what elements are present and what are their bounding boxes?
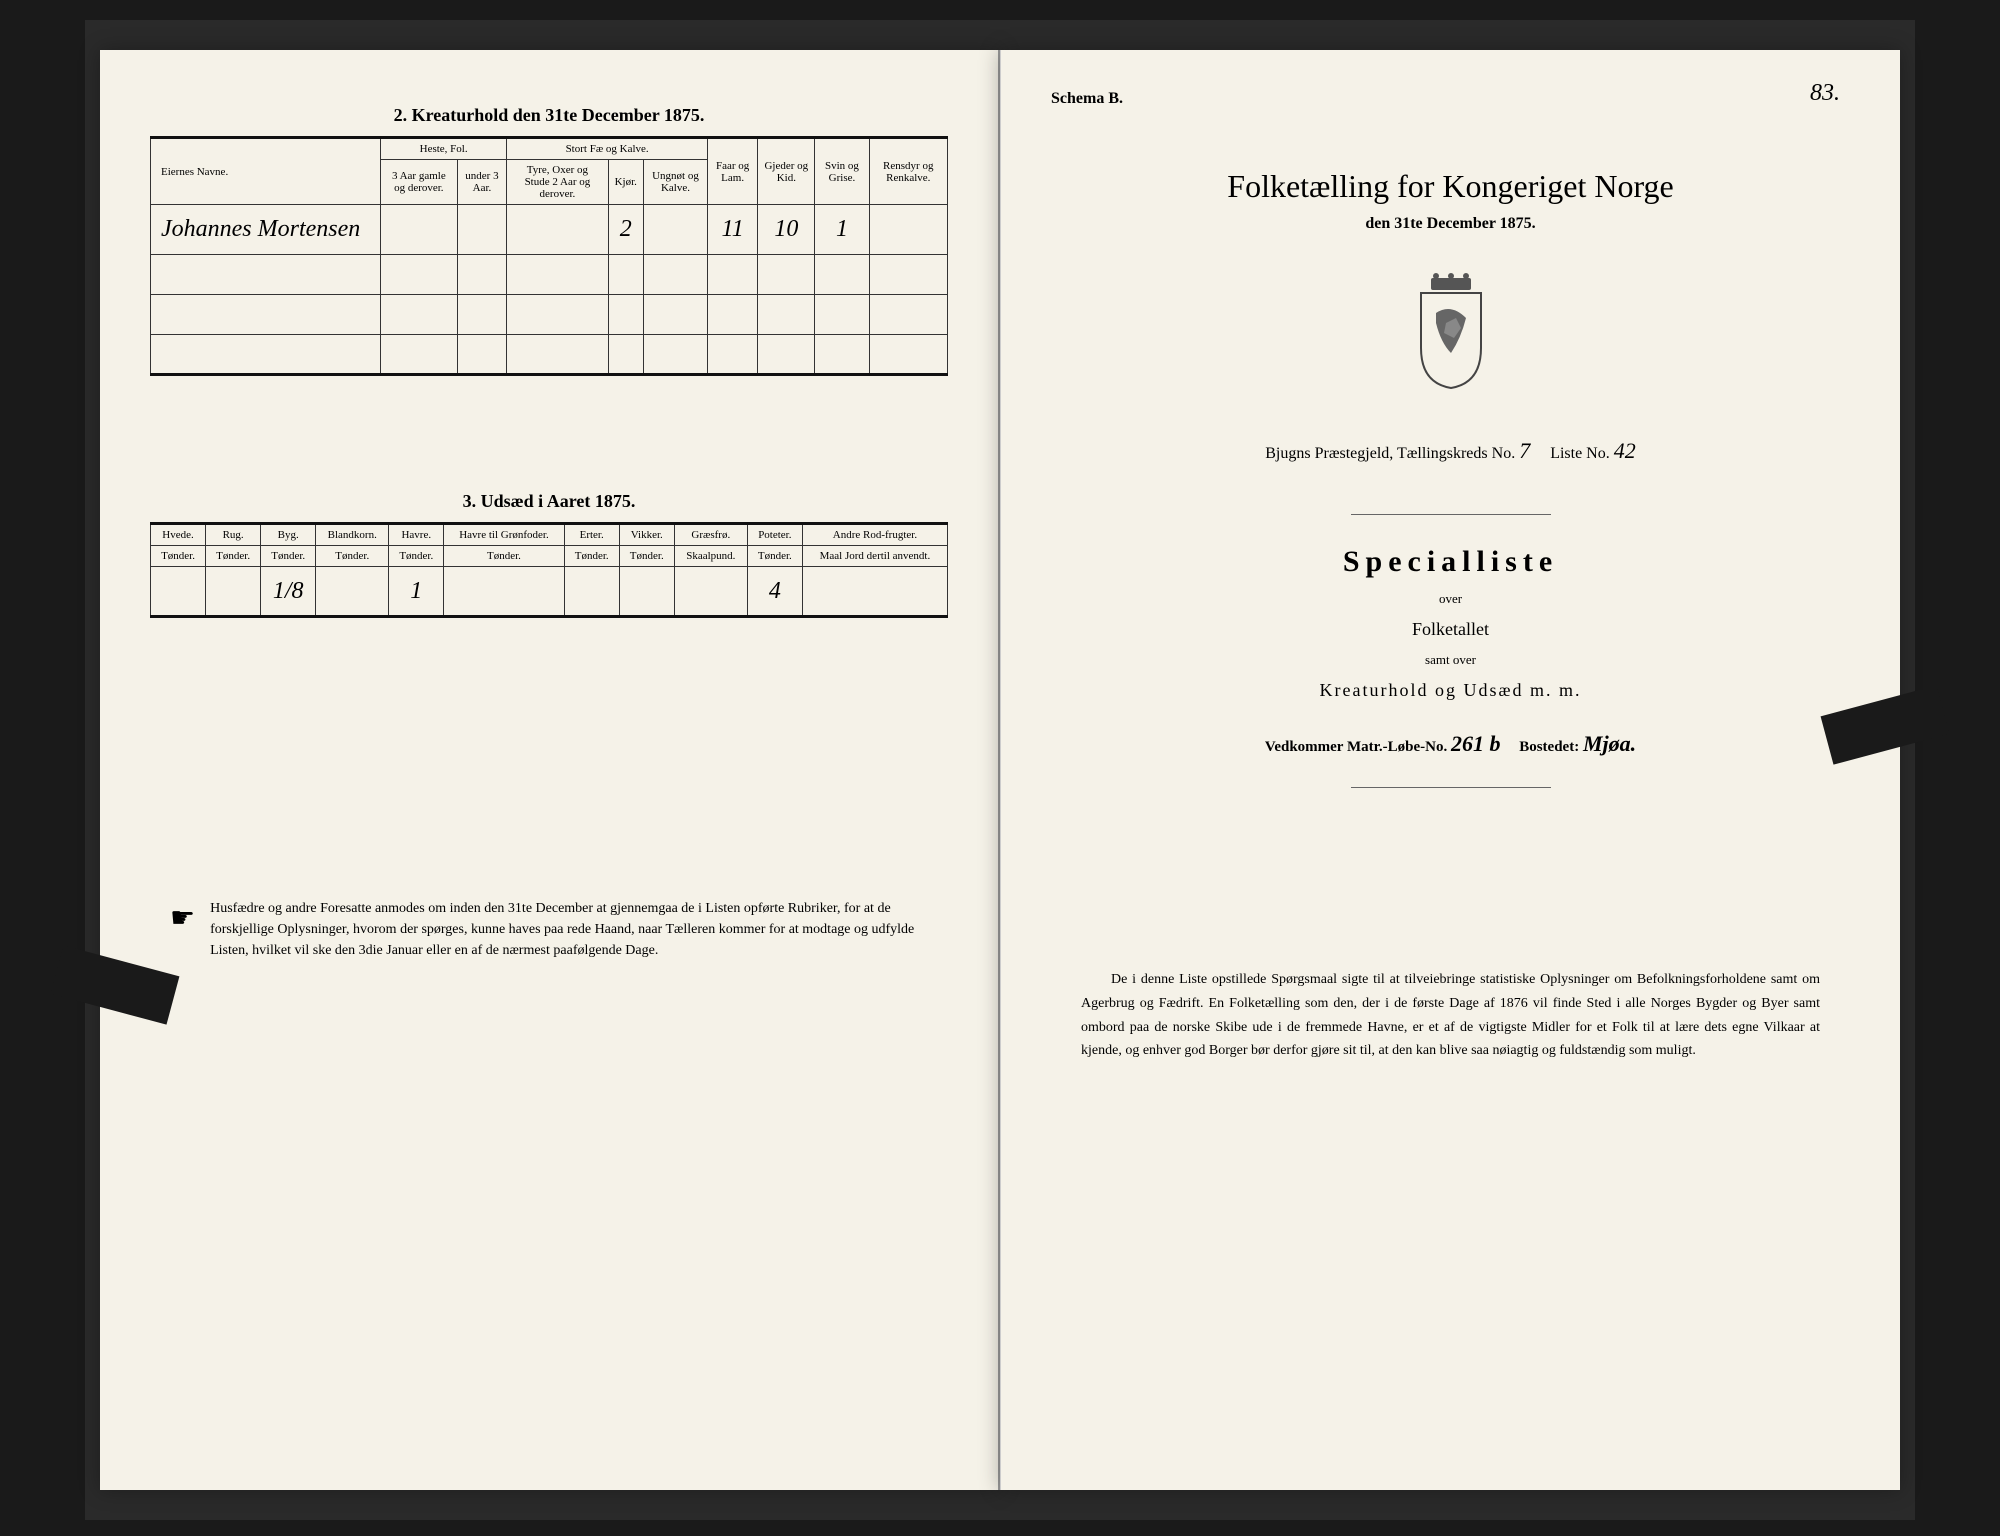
cell-svin: 1: [815, 205, 869, 255]
kreatur-line: Kreaturhold og Udsæd m. m.: [1051, 680, 1850, 701]
liste-no: 42: [1614, 438, 1636, 463]
cell-gjeder: 10: [758, 205, 815, 255]
right-page: 83. Schema B. Folketælling for Kongerige…: [1000, 50, 1900, 1490]
main-title: Folketælling for Kongeriget Norge: [1051, 168, 1850, 205]
cell-name: Johannes Mortensen: [151, 205, 381, 255]
liste-label: Liste No.: [1550, 445, 1610, 462]
unit: Skaalpund.: [674, 546, 747, 567]
kreaturhold-table: Eiernes Navne. Heste, Fol. Stort Fæ og K…: [150, 136, 948, 376]
sub-date: den 31te December 1875.: [1051, 215, 1850, 233]
bostedet-label: Bostedet:: [1519, 739, 1579, 755]
cell-empty: [381, 205, 458, 255]
matr-no: 261 b: [1451, 731, 1501, 756]
col-vikker: Vikker.: [619, 524, 674, 546]
folketallet-label: Folketallet: [1051, 619, 1850, 640]
cell-empty: [151, 567, 206, 617]
unit: Tønder.: [564, 546, 619, 567]
col-heste2: under 3 Aar.: [457, 160, 507, 205]
left-footnote: ☛ Husfædre og andre Foresatte anmodes om…: [150, 898, 948, 961]
samt-over-label: samt over: [1051, 652, 1850, 668]
unit: Tønder.: [206, 546, 261, 567]
bostedet-value: Mjøa.: [1583, 731, 1636, 756]
vedkommer-label: Vedkommer Matr.-Løbe-No.: [1265, 739, 1447, 755]
col-poteter: Poteter.: [747, 524, 802, 546]
col-svin: Svin og Grise.: [815, 138, 869, 205]
coat-of-arms-icon: [1051, 273, 1850, 398]
unit: Tønder.: [389, 546, 444, 567]
footnote-text: Husfædre og andre Foresatte anmodes om i…: [210, 898, 928, 961]
col-erter: Erter.: [564, 524, 619, 546]
col-faar: Faar og Lam.: [708, 138, 758, 205]
unit: Tønder.: [444, 546, 564, 567]
section2-title: 2. Kreaturhold den 31te December 1875.: [150, 105, 948, 126]
pointing-hand-icon: ☛: [170, 898, 195, 961]
col-graesfro: Græsfrø.: [674, 524, 747, 546]
parish-no: 7: [1519, 438, 1530, 463]
col-heste: Heste, Fol.: [381, 138, 507, 160]
unit: Tønder.: [747, 546, 802, 567]
book-spread: 2. Kreaturhold den 31te December 1875. E…: [85, 20, 1915, 1520]
col-stort3: Ungnøt og Kalve.: [643, 160, 707, 205]
vedkommer-line: Vedkommer Matr.-Løbe-No. 261 b Bostedet:…: [1051, 731, 1850, 757]
unit: Tønder.: [619, 546, 674, 567]
section3-title: 3. Udsæd i Aaret 1875.: [150, 491, 948, 512]
col-havretil: Havre til Grønfoder.: [444, 524, 564, 546]
cell-havre: 1: [389, 567, 444, 617]
cell-empty: [564, 567, 619, 617]
schema-label: Schema B.: [1051, 90, 1850, 108]
divider: [1351, 787, 1551, 788]
cell-empty: [674, 567, 747, 617]
unit: Maal Jord dertil anvendt.: [802, 546, 947, 567]
cell-empty: [206, 567, 261, 617]
left-page: 2. Kreaturhold den 31te December 1875. E…: [100, 50, 1000, 1490]
right-footnote: De i denne Liste opstillede Spørgsmaal s…: [1051, 968, 1850, 1063]
special-title: Specialliste: [1051, 545, 1850, 579]
col-stort1: Tyre, Oxer og Stude 2 Aar og derover.: [507, 160, 608, 205]
parish-label: Bjugns Præstegjeld, Tællingskreds No.: [1265, 445, 1515, 462]
cell-empty: [507, 205, 608, 255]
page-number-right: 83.: [1810, 80, 1840, 107]
col-andre: Andre Rod-frugter.: [802, 524, 947, 546]
divider: [1351, 514, 1551, 515]
cell-byg: 1/8: [261, 567, 316, 617]
cell-empty: [316, 567, 389, 617]
cell-empty: [619, 567, 674, 617]
col-havre: Havre.: [389, 524, 444, 546]
unit: Tønder.: [316, 546, 389, 567]
cell-poteter: 4: [747, 567, 802, 617]
udsaed-table: Hvede. Rug. Byg. Blandkorn. Havre. Havre…: [150, 522, 948, 618]
over-label: over: [1051, 591, 1850, 607]
col-rug: Rug.: [206, 524, 261, 546]
col-ren: Rensdyr og Renkalve.: [869, 138, 947, 205]
cell-faar: 11: [708, 205, 758, 255]
col-blandkorn: Blandkorn.: [316, 524, 389, 546]
col-stort: Stort Fæ og Kalve.: [507, 138, 708, 160]
cell-kjor: 2: [608, 205, 643, 255]
parish-line: Bjugns Præstegjeld, Tællingskreds No. 7 …: [1051, 438, 1850, 464]
cell-empty: [457, 205, 507, 255]
col-hvede: Hvede.: [151, 524, 206, 546]
cell-empty: [802, 567, 947, 617]
col-stort2: Kjør.: [608, 160, 643, 205]
col-byg: Byg.: [261, 524, 316, 546]
cell-empty: [643, 205, 707, 255]
cell-empty: [869, 205, 947, 255]
unit: Tønder.: [151, 546, 206, 567]
cell-empty: [444, 567, 564, 617]
unit: Tønder.: [261, 546, 316, 567]
col-eier: Eiernes Navne.: [151, 138, 381, 205]
col-heste1: 3 Aar gamle og derover.: [381, 160, 458, 205]
col-gjeder: Gjeder og Kid.: [758, 138, 815, 205]
